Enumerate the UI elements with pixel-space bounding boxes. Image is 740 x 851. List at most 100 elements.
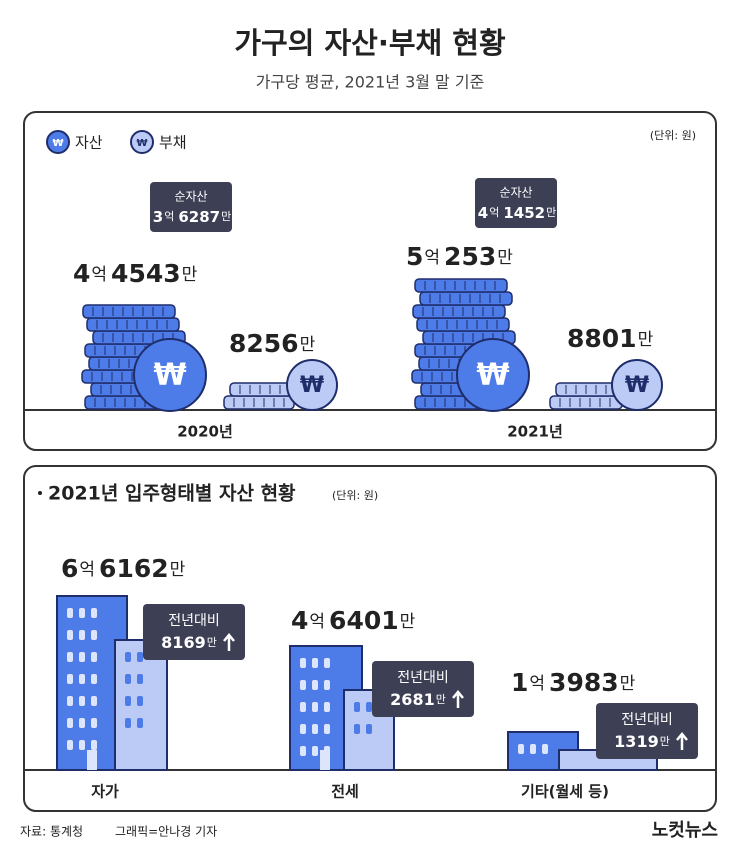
window [91,696,97,706]
unit: 만 [620,674,636,694]
up-arrow [223,633,235,651]
window [137,718,143,728]
unit: 억 [164,210,174,223]
up-arrow [452,690,464,708]
unit: 만 [400,612,416,632]
change-box [596,703,698,759]
window [125,696,131,706]
coin-layer [414,278,508,293]
window [300,746,306,756]
number: 1 [511,668,528,697]
title: 가구의 자산·부채 현황 [234,26,506,60]
legend-label: 자산 [75,134,103,152]
window [324,658,330,668]
source: 자료: 통계청 [20,825,83,839]
coin-layer [549,395,623,410]
number: 4 [291,606,308,635]
category-label: 기타(월세 등) [521,783,609,801]
window [530,744,536,754]
category-label: 자가 [91,783,119,801]
window [125,674,131,684]
amount: 4억 4543만 [73,259,198,288]
currency-symbol: ₩ [136,138,147,149]
window [354,702,360,712]
coin [130,130,154,154]
net-box [150,182,232,232]
window [67,652,73,662]
window [91,674,97,684]
unit: 만 [182,265,198,285]
unit: 억 [79,560,95,580]
window [79,718,85,728]
amount: 4억 1452만 [478,204,556,222]
number: 6401 [329,606,399,635]
window [79,674,85,684]
coin-layer [86,317,180,332]
window [300,680,306,690]
amount: 8169만 [161,633,217,652]
year-label: 2020년 [177,423,233,441]
number: 6287 [178,208,220,226]
change-label: 전년대비 [397,670,449,686]
unit: 억 [424,248,440,268]
window [67,674,73,684]
coin-layer [419,291,513,306]
window [91,608,97,618]
net-label: 순자산 [499,186,532,200]
coin-layer [82,304,176,319]
currency-symbol: ₩ [300,373,324,398]
amount: 8801만 [567,324,654,353]
number: 6 [61,554,78,583]
window [79,740,85,750]
window [137,696,143,706]
credit: 그래픽=안나경 기자 [115,825,217,839]
window [91,718,97,728]
number: 2681 [390,690,435,709]
amount: 6억 6162만 [61,554,186,583]
unit: 만 [207,636,217,649]
door [87,750,97,770]
unit: 억 [309,612,325,632]
currency-symbol: ₩ [625,373,649,398]
window [312,746,318,756]
number: 1319 [614,732,659,751]
window [91,740,97,750]
window [67,718,73,728]
unit: 만 [546,206,556,219]
window [312,724,318,734]
logo: 노컷뉴스 [652,820,718,841]
amount: 2681만 [390,690,446,709]
window [79,630,85,640]
change-box [372,661,474,717]
number: 1452 [503,204,545,222]
window [79,608,85,618]
unit: 억 [529,674,545,694]
currency-symbol: ₩ [52,138,63,149]
window [137,652,143,662]
amount: 1억 3983만 [511,668,636,697]
window [324,702,330,712]
window [91,652,97,662]
coin [46,130,70,154]
panel [23,465,717,812]
unit: 만 [221,210,231,223]
window [354,724,360,734]
currency-symbol: ₩ [476,358,509,393]
coin-layer [412,304,506,319]
window [312,702,318,712]
coin [456,338,530,412]
window [366,702,372,712]
unit: 만 [436,693,446,706]
up-arrow [676,732,688,750]
amount: 5억 253만 [406,242,513,271]
window [324,724,330,734]
net-box [475,178,557,228]
number: 3 [153,208,163,226]
unit-note: (단위: 원) [650,129,696,142]
door [320,750,330,770]
window [67,608,73,618]
coin [133,338,207,412]
number: 253 [444,242,496,271]
window [125,718,131,728]
